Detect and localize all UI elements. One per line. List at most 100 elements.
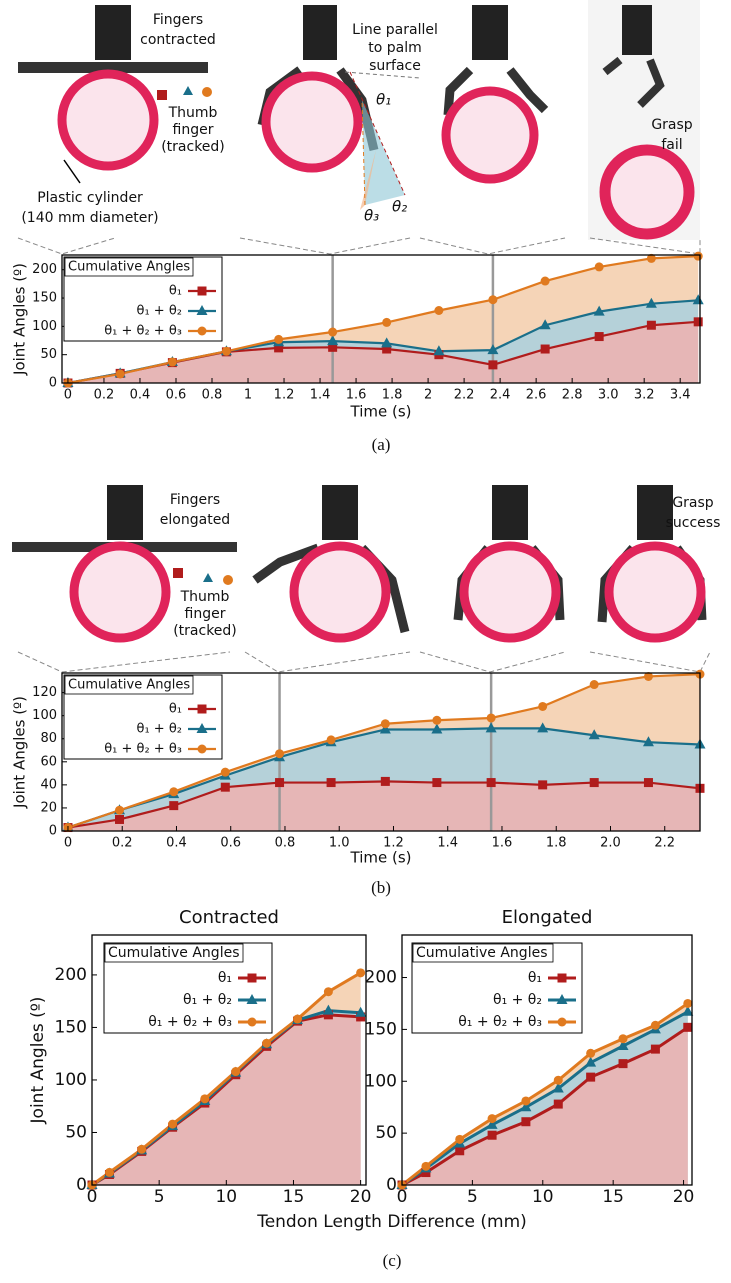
cylinder [464, 546, 556, 638]
x-tick-label: 1 [244, 388, 252, 403]
marker [586, 1073, 595, 1082]
legend-title: Cumulative Angles [108, 945, 240, 961]
gripper [107, 485, 143, 540]
marker [381, 777, 390, 786]
gripper [492, 485, 528, 540]
x-tick-label: 0.4 [166, 836, 187, 851]
y-tick-label: 100 [55, 1070, 87, 1090]
marker [324, 987, 333, 996]
marker [554, 1076, 563, 1085]
marker [590, 778, 599, 787]
marker [488, 295, 497, 304]
x-tick-label: 2 [424, 388, 432, 403]
y-tick-label: 50 [375, 1123, 397, 1143]
x-tick-label: 0.8 [202, 388, 223, 403]
legend-label: θ₁ + θ₂ [137, 304, 183, 319]
y-axis-label: Joint Angles (º) [11, 263, 29, 376]
y-tick-label: 50 [65, 1122, 87, 1142]
gripper [472, 5, 508, 60]
annotation: elongated [160, 512, 230, 528]
cylinder [266, 76, 358, 168]
marker [595, 262, 604, 271]
y-tick-label: 60 [40, 754, 57, 769]
marker [198, 287, 207, 296]
marker [262, 1039, 271, 1048]
x-tick-label: 0.2 [94, 388, 115, 403]
y-tick-label: 150 [32, 291, 57, 306]
x-tick-label: 0.2 [112, 836, 133, 851]
annotation: θ₁ [376, 91, 391, 109]
caption: (c) [383, 1251, 402, 1270]
y-tick-label: 150 [55, 1017, 87, 1037]
annotation: fail [661, 137, 682, 153]
x-tick-label: 2.8 [562, 388, 583, 403]
marker [248, 974, 257, 983]
marker [275, 778, 284, 787]
y-tick-label: 150 [365, 1019, 397, 1039]
annotation: surface [369, 58, 421, 74]
marker [421, 1162, 430, 1171]
marker [248, 1018, 257, 1027]
figure: Fingers contracted Thumb finger (tracked… [0, 0, 731, 1279]
marker [651, 1021, 660, 1030]
annotation: contracted [140, 32, 216, 48]
marker [223, 575, 233, 585]
y-tick-label: 100 [32, 708, 57, 723]
caption: (b) [371, 878, 391, 897]
y-tick-label: 200 [55, 965, 87, 985]
gripper [303, 5, 337, 60]
marker [586, 1049, 595, 1058]
marker [202, 87, 212, 97]
annotation: Line parallel [352, 22, 438, 38]
x-tick-label: 20 [673, 1187, 695, 1207]
marker [521, 1096, 530, 1105]
x-tick-label: 1.6 [346, 388, 367, 403]
marker [487, 713, 496, 722]
x-tick-label: 1.0 [329, 836, 350, 851]
x-tick-label: 1.8 [382, 388, 403, 403]
marker [173, 568, 183, 578]
cylinder [62, 74, 154, 166]
x-tick-label: 0 [397, 1187, 408, 1207]
annotation: Plastic cylinder [37, 190, 143, 206]
marker [432, 778, 441, 787]
marker [554, 1100, 563, 1109]
marker [221, 783, 230, 792]
legend-title: Cumulative Angles [68, 260, 190, 275]
annotation: Thumb [180, 589, 230, 605]
x-tick-label: 15 [602, 1187, 624, 1207]
legend-label: θ₁ + θ₂ + θ₃ [104, 324, 182, 339]
gripper [322, 485, 358, 540]
marker [169, 801, 178, 810]
marker [647, 321, 656, 330]
marker [619, 1059, 628, 1068]
legend-label: θ₁ [169, 284, 182, 299]
y-tick-label: 20 [40, 800, 57, 815]
x-tick-label: 0.6 [166, 388, 187, 403]
x-tick-label: 5 [467, 1187, 478, 1207]
marker [231, 1067, 240, 1076]
legend-title: Cumulative Angles [68, 678, 190, 693]
marker [488, 1131, 497, 1140]
marker [275, 749, 284, 758]
marker [293, 1015, 302, 1024]
annotation: finger [185, 606, 226, 622]
marker [434, 306, 443, 315]
legend-label: θ₁ + θ₂ + θ₃ [104, 742, 182, 757]
annotation: (tracked) [173, 623, 237, 639]
marker [619, 1034, 628, 1043]
x-tick-label: 0.6 [220, 836, 241, 851]
legend-label: θ₁ [528, 970, 542, 986]
x-tick-label: 0 [64, 388, 72, 403]
legend-label: θ₁ + θ₂ [493, 992, 542, 1008]
annotation: Grasp [651, 117, 692, 133]
x-tick-label: 1.2 [274, 388, 295, 403]
legend-label: θ₁ [169, 702, 182, 717]
x-tick-label: 10 [215, 1187, 237, 1207]
cylinder [605, 150, 689, 234]
x-tick-label: 15 [283, 1187, 305, 1207]
y-tick-label: 0 [49, 376, 57, 391]
legend-title: Cumulative Angles [416, 945, 548, 961]
x-tick-label: 5 [154, 1187, 165, 1207]
annotation: finger [173, 122, 214, 138]
